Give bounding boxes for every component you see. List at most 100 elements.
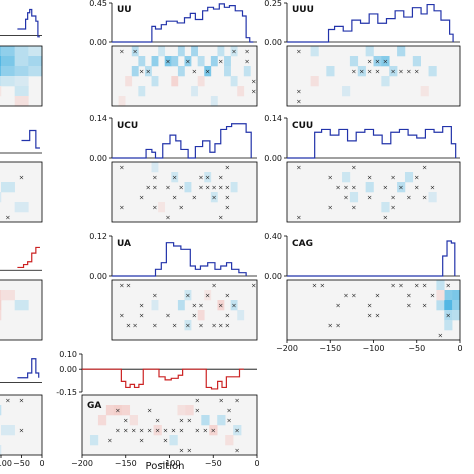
subplot-title: GA (87, 401, 101, 411)
significance-mark: × (146, 68, 151, 76)
line-subplot: 0.40 0.00 CAG (264, 232, 460, 281)
significance-mark: × (375, 68, 380, 76)
significance-mark: × (414, 174, 419, 182)
heatmap-cell (444, 300, 453, 311)
heatmap-cell (177, 66, 185, 77)
heatmap-frame (0, 161, 43, 223)
heatmap-cell (97, 415, 107, 426)
heatmap-cell (373, 56, 382, 67)
heatmap-cell (28, 66, 43, 77)
significance-mark: × (211, 184, 216, 192)
significance-mark: × (5, 397, 10, 405)
significance-mark: × (328, 174, 333, 182)
series-line (17, 246, 40, 269)
significance-mark: × (398, 282, 403, 290)
significance-mark: × (218, 174, 223, 182)
heatmap-cell (191, 46, 198, 57)
series-line (82, 368, 244, 390)
significance-mark: × (296, 48, 301, 56)
significance-mark: × (115, 407, 120, 415)
heatmap-cell (0, 445, 2, 456)
significance-mark: × (234, 397, 239, 405)
significance-mark: × (139, 194, 144, 202)
significance-mark: × (296, 98, 301, 106)
y-tick-label: -0.15 (56, 388, 77, 397)
significance-mark: × (152, 184, 157, 192)
heatmap-subplot: ××××× (0, 394, 43, 456)
significance-mark: × (226, 417, 231, 425)
heatmap-cell (121, 405, 131, 416)
heatmap-cell (14, 46, 29, 57)
significance-mark: × (398, 68, 403, 76)
heatmap-cell (237, 86, 245, 97)
heatmap-cell (177, 46, 185, 57)
significance-mark: × (139, 68, 144, 76)
series-line (112, 123, 252, 159)
heatmap-cell (209, 425, 218, 436)
heatmap-cell (444, 290, 453, 301)
heatmap-cell (357, 66, 366, 77)
heatmap-subplot: ×××××××××××××× (111, 45, 258, 107)
subplot-title: CAG (292, 239, 313, 249)
y-tick-label: 0.00 (89, 38, 107, 47)
heatmap-cell (184, 56, 192, 67)
heatmap-cell (138, 86, 146, 97)
significance-mark: × (351, 68, 356, 76)
significance-mark: × (198, 302, 203, 310)
significance-mark: × (139, 302, 144, 310)
heatmap-cell (210, 96, 218, 107)
significance-mark: × (119, 164, 124, 172)
heatmap-cell (452, 290, 461, 301)
heatmap-cell (14, 202, 29, 213)
significance-mark: × (139, 427, 144, 435)
heatmap-cell (105, 405, 115, 416)
heatmap-cell (14, 300, 29, 311)
heatmap-cell (14, 56, 29, 67)
heatmap-cell (436, 280, 445, 291)
significance-mark: × (351, 184, 356, 192)
heatmap-cell (201, 415, 210, 426)
significance-mark: × (422, 164, 427, 172)
significance-mark: × (211, 427, 216, 435)
significance-mark: × (218, 184, 223, 192)
significance-mark: × (430, 292, 435, 300)
heatmap-cell (436, 300, 445, 311)
significance-mark: × (367, 58, 372, 66)
significance-mark: × (251, 282, 256, 290)
heatmap-frame (286, 45, 461, 107)
heatmap-cell (310, 76, 319, 87)
panel-partial-8: ××××××× (0, 129, 43, 223)
line-subplot: 0.10 0.00 -0.15 (56, 350, 257, 397)
subplot-title: CUU (292, 121, 313, 131)
line-subplot: 0.14 0.00 CUU (264, 114, 460, 163)
subplot-title: UU (117, 5, 132, 15)
heatmap-cell (381, 56, 390, 67)
significance-mark: × (328, 322, 333, 330)
heatmap-cell (224, 56, 231, 67)
heatmap-cell (1, 66, 15, 77)
significance-mark: × (198, 174, 203, 182)
heatmap-cell (349, 56, 359, 67)
significance-mark: × (185, 58, 190, 66)
subplot-title: UUU (292, 5, 314, 15)
significance-mark: × (414, 282, 419, 290)
significance-mark: × (179, 427, 184, 435)
heatmap-cell (365, 182, 374, 193)
significance-mark: × (132, 322, 137, 330)
significance-mark: × (351, 164, 356, 172)
heatmap-cell (420, 86, 429, 97)
heatmap-cell (144, 66, 152, 77)
heatmap-cell (171, 172, 179, 183)
heatmap-cell (191, 86, 198, 97)
heatmap-cell (444, 320, 453, 331)
panel-uu: 0.45 0.00 UU × × × ×× × × ×× × × ××× (89, 0, 258, 107)
y-tick-label: 0.45 (89, 0, 107, 8)
y-tick-label: 0.00 (89, 154, 107, 163)
x-axis-label: Position (146, 461, 185, 472)
y-tick-label: 0.00 (59, 365, 77, 374)
heatmap-cell (197, 310, 205, 321)
heatmap-subplot (0, 279, 43, 341)
significance-mark: × (383, 58, 388, 66)
y-tick-label: 0.14 (264, 114, 282, 123)
significance-mark: × (414, 68, 419, 76)
